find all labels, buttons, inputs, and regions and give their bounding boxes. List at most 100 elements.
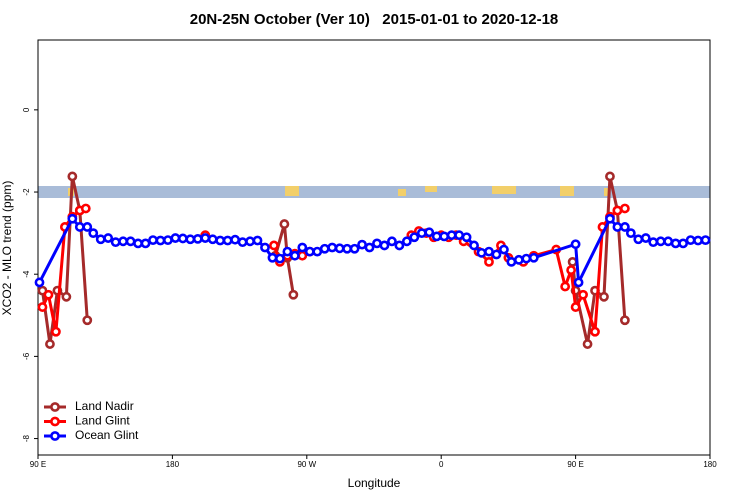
data-point [61,291,72,302]
data-point [192,233,203,244]
data-point [125,236,136,247]
data-point [319,243,330,254]
data-point [521,253,532,264]
x-tick-label: 180 [703,460,717,469]
y-tick-label: -8 [22,434,31,442]
data-point [401,236,412,247]
data-point [207,234,218,245]
land-patch [398,189,406,196]
data-point [439,231,450,242]
data-point [297,250,308,261]
data-point [590,326,600,337]
data-point [288,289,299,300]
data-point [663,236,674,247]
data-point [245,236,255,247]
data-point [170,233,181,243]
x-tick-label: 180 [166,460,180,469]
data-point [469,240,479,251]
data-point [387,236,397,247]
x-tick-label: 0 [439,460,444,469]
data-point [612,205,623,216]
data-point [416,228,427,239]
data-point [560,281,571,292]
legend-marker [50,416,60,427]
data-point [37,302,48,312]
data-point [82,315,93,326]
y-tick-label: -2 [22,188,31,196]
data-point [670,238,681,249]
data-point [506,256,517,267]
data-point [312,246,323,257]
data-point [177,233,188,244]
data-point [454,230,465,241]
chart-title: 20N-25N October (Ver 10) 2015-01-01 to 2… [190,11,559,28]
legend-label: Land Glint [75,414,130,428]
data-point [118,236,129,247]
data-point [640,233,651,243]
data-point [155,235,166,246]
data-point [334,243,345,254]
legend-marker [50,402,60,412]
data-point [700,235,711,246]
data-point [693,235,703,246]
data-point [267,252,278,263]
data-point [82,222,93,232]
data-point [578,289,588,300]
data-point [625,228,636,239]
data-point [260,242,270,253]
data-point [619,222,630,232]
data-point [80,203,91,214]
data-point [567,256,578,267]
data-point [528,252,539,263]
data-point [269,240,279,251]
map-strip [38,186,710,198]
data-point [230,234,241,245]
data-point [275,253,285,264]
data-point [379,240,390,251]
y-tick-label: -6 [22,352,31,360]
land-patch [492,186,516,194]
data-point [51,326,61,337]
data-point [67,171,78,182]
data-point [678,238,689,249]
legend-label: Ocean Glint [75,428,139,442]
x-tick-label: 90 W [297,460,316,469]
x-tick-label: 90 E [567,460,583,469]
data-point [499,244,509,255]
legend-label: Land Nadir [75,399,134,413]
data-point [222,235,233,246]
data-point [43,289,54,300]
plot-frame [37,39,711,456]
data-point [185,234,196,245]
data-point [570,239,581,250]
data-point [484,256,494,267]
y-tick-label: 0 [22,107,31,112]
data-point [513,254,524,265]
data-point [282,246,293,257]
data-point [491,249,502,260]
data-point [372,238,382,249]
data-point [327,242,338,253]
land-patch [560,186,574,196]
x-tick-label: 90 E [30,460,46,469]
data-point [633,234,644,245]
data-point [431,231,442,242]
data-point [394,240,405,251]
data-point [297,242,308,253]
data-point [200,233,211,243]
data-point [357,239,367,250]
land-patch [425,186,437,192]
data-point [45,339,55,349]
data-point [342,243,353,254]
data-point [685,235,696,246]
legend-marker [50,431,60,441]
data-point [163,235,173,246]
y-axis-label: XCO2 - MLO trend (ppm) [0,181,14,316]
data-point [573,277,584,288]
data-point [95,234,106,245]
data-point [424,227,435,238]
data-point [570,302,581,312]
data-point [619,315,630,326]
